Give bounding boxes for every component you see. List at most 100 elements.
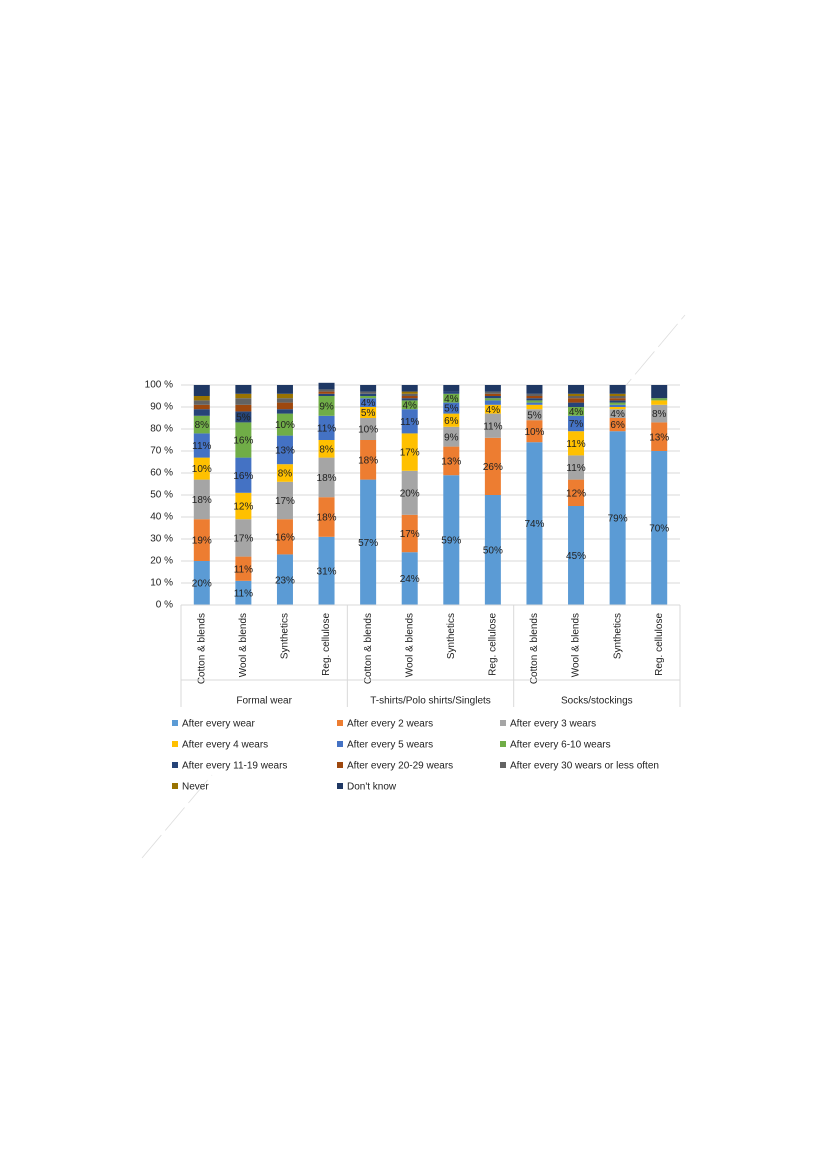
data-label: 13% xyxy=(275,446,295,457)
legend-label: After every 2 wears xyxy=(347,719,433,730)
group-label: Formal wear xyxy=(236,696,292,707)
bar-segment xyxy=(568,402,585,407)
y-tick-label: 40 % xyxy=(150,512,173,523)
bar-segment xyxy=(568,398,585,403)
bar-segment xyxy=(609,385,626,394)
chart: 0 % 10 % 20 % 30 % 40 % 50 % 60 % 70 % 80 % 90 % 1… xyxy=(145,380,681,793)
legend-label: After every 30 wears or less often xyxy=(510,761,659,772)
bar-segment xyxy=(235,422,252,458)
bar-segment xyxy=(526,393,543,396)
bar-segment xyxy=(568,479,585,506)
bar-segment xyxy=(443,391,460,394)
bar-segment xyxy=(276,481,293,520)
data-label: 12% xyxy=(566,488,586,499)
data-label: 17% xyxy=(400,448,420,459)
y-tick-label: 90 % xyxy=(150,402,173,413)
data-label: 17% xyxy=(400,529,420,540)
data-label: 4% xyxy=(361,398,376,409)
bar-segment xyxy=(276,554,293,605)
data-label: 59% xyxy=(441,536,461,547)
data-label: 16% xyxy=(233,471,253,482)
bar-segment xyxy=(318,536,335,605)
bar-segment xyxy=(526,442,543,605)
bar-segment xyxy=(401,514,418,553)
data-label: 70% xyxy=(649,524,669,535)
bar-segment xyxy=(568,415,585,432)
x-tick-label: Synthetics xyxy=(612,613,623,659)
bar-segment xyxy=(360,393,377,396)
data-label: 5% xyxy=(444,404,459,415)
data-label: 45% xyxy=(566,551,586,562)
data-label: 16% xyxy=(233,436,253,447)
data-label: 23% xyxy=(275,575,295,586)
data-label: 18% xyxy=(192,495,212,506)
bar-segment xyxy=(401,391,418,394)
x-tick-label: Wool & blends xyxy=(404,613,415,677)
bar-segment xyxy=(651,451,668,605)
data-label: 7% xyxy=(569,419,584,430)
bar-segment xyxy=(443,475,460,605)
data-label: 6% xyxy=(444,416,459,427)
data-label: 8% xyxy=(278,469,293,480)
bar-segment xyxy=(484,391,501,394)
data-label: 4% xyxy=(444,394,459,405)
data-label: 57% xyxy=(358,538,378,549)
bar-segment xyxy=(193,561,210,605)
bar-segment xyxy=(193,457,210,480)
bar-segment xyxy=(276,464,293,482)
bar-segment xyxy=(609,400,626,403)
bar-segment xyxy=(318,497,335,537)
bar-segment xyxy=(484,393,501,396)
data-label: 26% xyxy=(483,462,503,473)
data-label: 8% xyxy=(652,409,667,420)
legend-swatch xyxy=(500,720,506,726)
bar-segment xyxy=(276,393,293,399)
bar-segment xyxy=(568,455,585,480)
data-label: 11% xyxy=(192,441,211,452)
y-tick-label: 30 % xyxy=(150,534,173,545)
data-label: 16% xyxy=(275,532,295,543)
bar-segment xyxy=(193,415,210,434)
bar-segment xyxy=(526,385,543,394)
data-label: 17% xyxy=(233,534,253,545)
x-tick-label: Synthetics xyxy=(446,613,457,659)
bar-segment xyxy=(443,446,460,476)
bar-segment xyxy=(609,393,626,396)
bar-segment xyxy=(443,426,460,447)
bar-segment xyxy=(526,402,543,405)
bar-segment xyxy=(401,400,418,410)
y-tick-label: 10 % xyxy=(150,578,173,589)
data-label: 10% xyxy=(358,425,378,436)
data-label: 11% xyxy=(566,439,585,450)
bar-segment xyxy=(235,385,252,394)
bar-segment xyxy=(526,404,543,410)
data-label: 11% xyxy=(566,463,585,474)
legend-swatch xyxy=(500,762,506,768)
bar-segment xyxy=(609,431,626,605)
bar-segment xyxy=(651,385,668,399)
data-label: 19% xyxy=(192,536,212,547)
y-tick-label: 70 % xyxy=(150,446,173,457)
bar-segment xyxy=(235,580,252,605)
legend-label: After every 20-29 wears xyxy=(347,761,453,772)
group-label: Socks/stockings xyxy=(561,696,633,707)
bar-segment xyxy=(318,382,335,390)
bar-segment xyxy=(235,404,252,412)
bar-segment xyxy=(526,400,543,403)
bar-segment xyxy=(193,400,210,405)
data-label: 50% xyxy=(483,546,503,557)
bar-segment xyxy=(568,396,585,399)
data-label: 20% xyxy=(400,488,420,499)
legend-label: After every 4 wears xyxy=(182,740,268,751)
data-label: 11% xyxy=(234,564,253,575)
data-label: 8% xyxy=(195,420,210,431)
legend-swatch xyxy=(337,762,343,768)
bar-segment xyxy=(401,398,418,401)
x-tick-label: Synthetics xyxy=(280,613,291,659)
bar-segment xyxy=(609,396,626,399)
bar-segment xyxy=(526,396,543,399)
bar-segment xyxy=(484,404,501,414)
x-tick-label: Cotton & blends xyxy=(196,613,207,684)
bar-segment xyxy=(235,393,252,399)
legend-swatch xyxy=(172,741,178,747)
